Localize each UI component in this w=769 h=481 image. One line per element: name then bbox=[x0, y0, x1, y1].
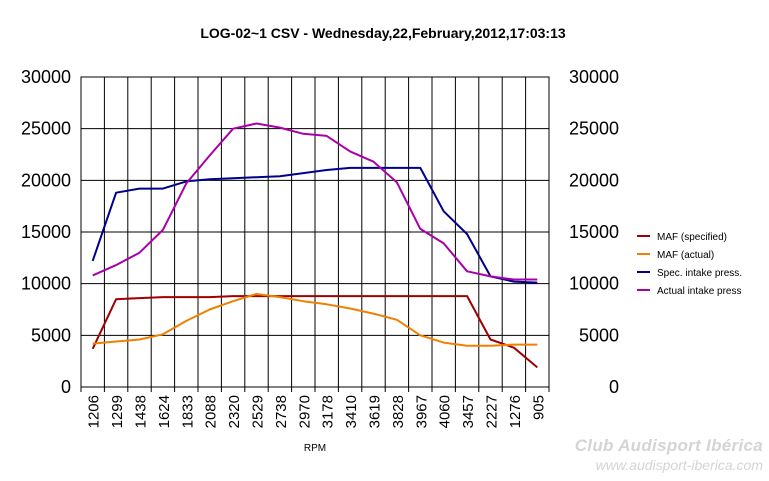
gridlines bbox=[80, 76, 550, 392]
y-tick-label-left: 10000 bbox=[21, 274, 71, 294]
series-lines bbox=[91, 122, 538, 369]
x-tick-label: 4060 bbox=[437, 395, 454, 428]
x-tick-label: 2320 bbox=[226, 395, 243, 428]
y-tick-label-left: 15000 bbox=[21, 222, 71, 242]
y-tick-label-right: 10000 bbox=[569, 274, 619, 294]
y-tick-label-right: 25000 bbox=[569, 119, 619, 139]
y-tick-label-left: 0 bbox=[61, 377, 71, 397]
x-tick-label: 3457 bbox=[460, 395, 477, 428]
x-tick-label: 2970 bbox=[296, 395, 313, 428]
x-tick-label: 2529 bbox=[250, 395, 267, 428]
x-tick-label: 3178 bbox=[320, 395, 337, 428]
watermark-title: Club Audisport Ibérica bbox=[574, 436, 763, 455]
x-tick-label: 1833 bbox=[179, 395, 196, 428]
legend-label: Spec. intake press. bbox=[657, 268, 742, 279]
series-line-1 bbox=[92, 293, 538, 347]
series-line-0 bbox=[91, 295, 538, 369]
y-axis-left-ticks: 0 5000 10000 15000 20000 25000 30000 bbox=[21, 67, 71, 397]
x-tick-label: 1624 bbox=[156, 395, 173, 428]
chart-title: LOG-02~1 CSV - Wednesday,22,February,201… bbox=[200, 25, 566, 41]
legend-label: MAF (actual) bbox=[657, 250, 714, 261]
y-tick-label-right: 0 bbox=[609, 377, 619, 397]
y-tick-label-left: 25000 bbox=[21, 119, 71, 139]
y-tick-label-left: 30000 bbox=[21, 67, 71, 87]
y-tick-label-left: 5000 bbox=[31, 325, 71, 345]
x-tick-label: 1276 bbox=[507, 395, 524, 428]
x-axis-label: RPM bbox=[304, 443, 326, 454]
x-tick-label: 905 bbox=[530, 395, 547, 420]
y-tick-label-right: 15000 bbox=[569, 222, 619, 242]
y-axis-right-ticks: 0 5000 10000 15000 20000 25000 30000 bbox=[569, 67, 619, 397]
x-tick-label: 1206 bbox=[86, 395, 103, 428]
x-tick-label: 3828 bbox=[390, 395, 407, 428]
legend: MAF (specified) MAF (actual) Spec. intake … bbox=[637, 232, 742, 297]
x-tick-label: 2738 bbox=[273, 395, 290, 428]
watermark: Club Audisport Ibérica www.audisport-ibe… bbox=[575, 436, 763, 473]
x-tick-label: 3967 bbox=[413, 395, 430, 428]
legend-label: Actual intake press bbox=[657, 286, 742, 297]
y-tick-label-left: 20000 bbox=[21, 170, 71, 190]
x-tick-label: 1438 bbox=[133, 395, 150, 428]
series-line-2 bbox=[91, 166, 538, 284]
y-tick-label-right: 30000 bbox=[569, 67, 619, 87]
y-tick-label-right: 5000 bbox=[579, 325, 619, 345]
x-tick-label: 3410 bbox=[343, 395, 360, 428]
watermark-url: www.audisport-iberica.com bbox=[595, 457, 763, 473]
x-tick-label: 3619 bbox=[367, 395, 384, 428]
x-tick-label: 1299 bbox=[109, 395, 126, 428]
x-axis-ticks: 1206 1299 1438 1624 1833 2088 2320 2529 2738 2970… bbox=[86, 395, 548, 428]
y-tick-label-right: 20000 bbox=[569, 170, 619, 190]
series-line-3 bbox=[92, 122, 538, 281]
x-tick-label: 2227 bbox=[484, 395, 501, 428]
legend-label: MAF (specified) bbox=[657, 232, 727, 243]
x-tick-label: 2088 bbox=[203, 395, 220, 428]
